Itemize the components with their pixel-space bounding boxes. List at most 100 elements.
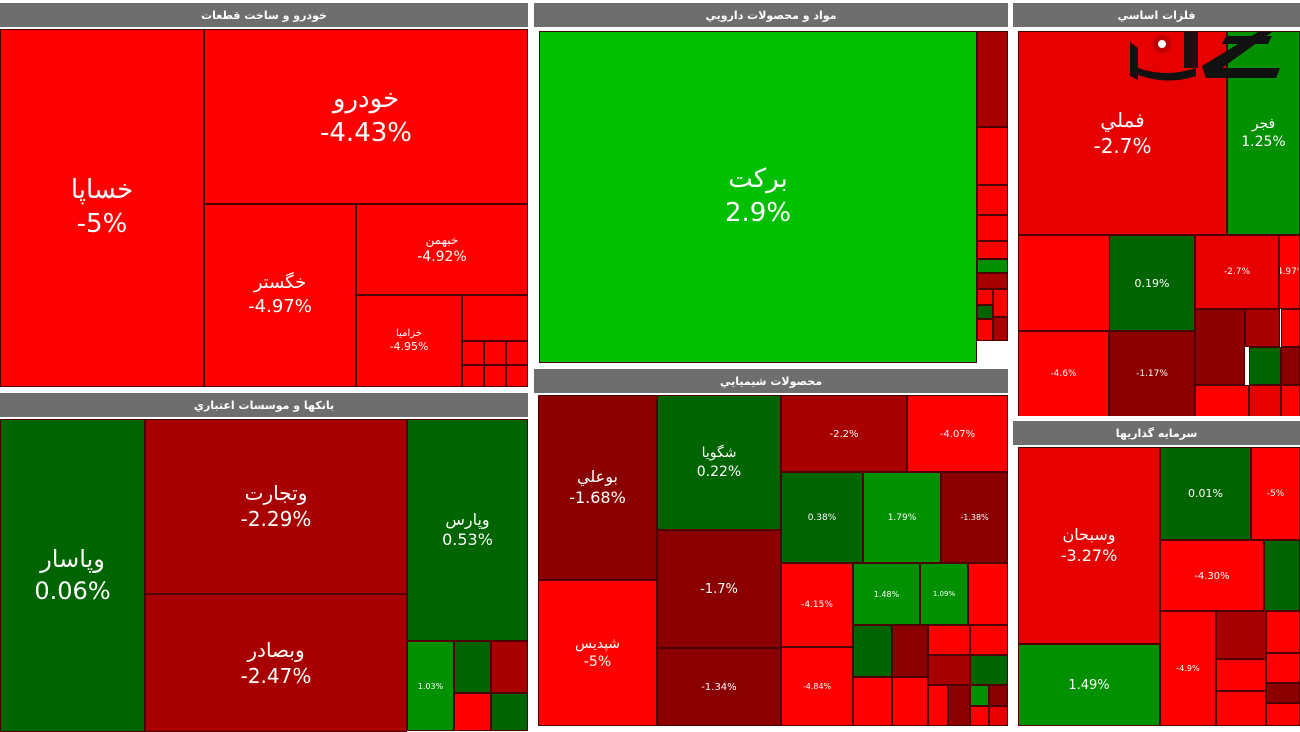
treemap-tile[interactable]: [484, 365, 506, 387]
treemap-tile[interactable]: -4.97%: [1279, 235, 1300, 309]
treemap-tile[interactable]: -5%: [1251, 447, 1300, 540]
treemap-tile[interactable]: 0.01%: [1160, 447, 1251, 540]
treemap-tile[interactable]: -4.6%: [1018, 331, 1109, 416]
treemap-tile[interactable]: وتجارت -2.29%: [145, 419, 407, 594]
tile-change: 1.09%: [932, 590, 956, 599]
treemap-tile[interactable]: [977, 31, 1008, 127]
treemap-tile[interactable]: [892, 677, 928, 726]
treemap-tile[interactable]: [1249, 347, 1281, 385]
treemap-tile[interactable]: [970, 625, 1008, 655]
treemap-tile[interactable]: وبصادر -2.47%: [145, 594, 407, 732]
treemap-tile[interactable]: [977, 215, 1008, 241]
treemap-tile[interactable]: -1.38%: [941, 472, 1008, 563]
treemap-tile[interactable]: [1281, 309, 1300, 347]
treemap-tile[interactable]: برکت 2.9%: [539, 31, 977, 363]
treemap-tile[interactable]: [1216, 659, 1266, 691]
treemap-tile[interactable]: [977, 273, 1008, 289]
treemap-tile[interactable]: خودرو -4.43%: [204, 29, 528, 204]
treemap-tile[interactable]: [892, 625, 928, 677]
treemap-tile[interactable]: شپدیس -5%: [538, 580, 657, 726]
treemap-tile[interactable]: [462, 295, 528, 341]
treemap-tile[interactable]: [1266, 611, 1300, 653]
sector-panel: محصولات شيميايي بوعلي -1.68% شگويا 0.22% -2.2…: [534, 369, 1008, 732]
treemap-tile[interactable]: [491, 693, 528, 731]
treemap-tile[interactable]: [977, 185, 1008, 215]
treemap-tile[interactable]: خساپا -5%: [0, 29, 204, 387]
treemap-tile[interactable]: [968, 563, 1008, 625]
treemap-tile[interactable]: -4.84%: [781, 647, 853, 726]
treemap-tile[interactable]: وسبحان -3.27%: [1018, 447, 1160, 644]
treemap-tile[interactable]: [948, 685, 970, 726]
treemap-tile[interactable]: [454, 693, 491, 731]
treemap-tile[interactable]: [1266, 653, 1300, 683]
treemap-tile[interactable]: [977, 259, 1008, 273]
treemap-tile[interactable]: [1264, 540, 1300, 611]
treemap-tile[interactable]: [853, 677, 892, 726]
treemap-tile[interactable]: فملي -2.7%: [1018, 31, 1227, 235]
treemap-tile[interactable]: وپاسار 0.06%: [0, 419, 145, 732]
treemap-tile[interactable]: [970, 706, 989, 726]
treemap-tile[interactable]: [977, 319, 993, 341]
treemap-tile[interactable]: -1.34%: [657, 648, 781, 726]
treemap-tile[interactable]: -4.07%: [907, 395, 1008, 472]
treemap-tile[interactable]: [506, 341, 528, 365]
treemap-tile[interactable]: [1195, 309, 1245, 385]
treemap-tile[interactable]: -4.9%: [1160, 611, 1216, 726]
treemap-tile[interactable]: [928, 625, 970, 655]
treemap-tile[interactable]: بوعلي -1.68%: [538, 395, 657, 580]
sector-title: مواد و محصولات دارویي: [534, 3, 1008, 27]
treemap-tile[interactable]: [989, 706, 1008, 726]
treemap-tile[interactable]: [454, 641, 491, 693]
treemap-tile[interactable]: [970, 655, 1008, 685]
treemap-tile[interactable]: [1195, 385, 1249, 416]
sector-title: خودرو و ساخت قطعات: [0, 3, 528, 27]
treemap-tile[interactable]: [993, 317, 1008, 341]
treemap-tile[interactable]: [1216, 611, 1266, 659]
treemap-tile[interactable]: شگويا 0.22%: [657, 395, 781, 530]
treemap-tile[interactable]: 0.19%: [1109, 235, 1195, 331]
treemap-tile[interactable]: [977, 127, 1008, 185]
treemap-tile[interactable]: -4.15%: [781, 563, 853, 647]
treemap-tile[interactable]: [1245, 309, 1280, 347]
treemap-tile[interactable]: خبهمن -4.92%: [356, 204, 528, 295]
treemap-tile[interactable]: 1.09%: [920, 563, 968, 625]
treemap-tile[interactable]: [1249, 385, 1281, 416]
treemap-tile[interactable]: [1216, 691, 1266, 726]
treemap-tile[interactable]: [970, 685, 989, 706]
treemap-tile[interactable]: -2.2%: [781, 395, 907, 472]
treemap-tile[interactable]: 0.38%: [781, 472, 863, 563]
treemap-tile[interactable]: 1.03%: [407, 641, 454, 731]
treemap-tile[interactable]: 1.48%: [853, 563, 920, 625]
treemap-tile[interactable]: [1281, 385, 1300, 416]
sector-tiles: برکت 2.9%: [534, 29, 1008, 365]
treemap-tile[interactable]: 1.79%: [863, 472, 941, 563]
treemap-tile[interactable]: خگستر -4.97%: [204, 204, 356, 387]
treemap-tile[interactable]: [1266, 703, 1300, 726]
treemap-tile[interactable]: [1266, 683, 1300, 703]
treemap-tile[interactable]: [853, 625, 892, 677]
treemap-tile[interactable]: خزامیا -4.95%: [356, 295, 462, 387]
treemap-tile[interactable]: [506, 365, 528, 387]
treemap-tile[interactable]: [1018, 235, 1114, 331]
treemap-tile[interactable]: فجر 1.25%: [1227, 31, 1300, 235]
treemap-tile[interactable]: -2.7%: [1195, 235, 1279, 309]
treemap-tile[interactable]: -1.17%: [1109, 331, 1195, 416]
treemap-tile[interactable]: [928, 655, 970, 685]
treemap-tile[interactable]: [491, 641, 528, 693]
treemap-tile[interactable]: [989, 685, 1008, 706]
treemap-tile[interactable]: -1.7%: [657, 530, 781, 648]
treemap-tile[interactable]: [462, 341, 484, 365]
tile-change: -5%: [583, 654, 612, 670]
treemap-tile[interactable]: [462, 365, 484, 387]
treemap-tile[interactable]: 1.49%: [1018, 644, 1160, 726]
treemap-tile[interactable]: -4.30%: [1160, 540, 1264, 611]
treemap-tile[interactable]: [977, 289, 993, 305]
treemap-tile[interactable]: [928, 685, 948, 726]
treemap-tile[interactable]: [484, 341, 506, 365]
treemap-tile[interactable]: وپارس 0.53%: [407, 419, 528, 641]
treemap-tile[interactable]: [1281, 347, 1300, 385]
tile-change: -4.92%: [417, 249, 467, 266]
treemap-tile[interactable]: [977, 305, 993, 319]
treemap-tile[interactable]: [977, 241, 1008, 259]
treemap-tile[interactable]: [993, 289, 1008, 317]
